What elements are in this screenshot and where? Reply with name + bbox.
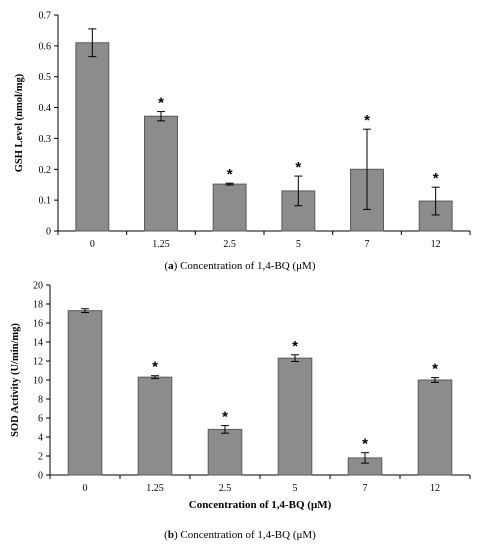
chart1-significance-star: * — [152, 359, 158, 376]
chart1-y-tick-label: 20 — [33, 281, 43, 292]
chart1-x-tick-label: 2.5 — [219, 483, 232, 494]
caption-a: (a) Concentration of 1,4-BQ (μM) — [164, 260, 316, 272]
chart1-x-tick-label: 5 — [293, 483, 298, 494]
chart0-x-tick-label: 1.25 — [152, 239, 170, 250]
chart1-bar — [207, 428, 243, 476]
chart1-bar — [277, 357, 313, 476]
chart1-bar — [137, 376, 173, 476]
chart1-y-tick-label: 0 — [38, 471, 43, 482]
chart0-y-tick-label: 0.6 — [39, 41, 52, 52]
caption-b: (b) Concentration of 1,4-BQ (μM) — [164, 529, 316, 541]
chart0-bar — [212, 183, 247, 232]
chart0-significance-star: * — [158, 95, 164, 112]
chart0-significance-star: * — [364, 112, 370, 129]
chart1-x-axis-label: Concentration of 1,4-BQ (μM) — [189, 499, 332, 511]
chart0-significance-star: * — [295, 159, 301, 176]
chart1-x-tick-label: 7 — [363, 483, 368, 494]
chart0-significance-star: * — [227, 166, 233, 183]
chart1-y-tick-label: 18 — [33, 300, 43, 311]
chart0-y-tick-label: 0.3 — [39, 134, 52, 145]
chart1-x-tick-label: 0 — [83, 483, 88, 494]
caption-b-text: Concentration of 1,4-BQ (μM) — [180, 529, 316, 541]
chart1-y-tick-label: 10 — [33, 376, 43, 387]
chart0-y-tick-label: 0.5 — [39, 72, 52, 83]
chart1-significance-star: * — [222, 409, 228, 426]
caption-a-text: Concentration of 1,4-BQ (μM) — [180, 260, 316, 272]
chart1-y-tick-label: 12 — [33, 357, 43, 368]
chart1-bar — [417, 379, 453, 476]
chart1-y-tick-label: 4 — [38, 433, 43, 444]
chart1-x-tick-label: 1.25 — [146, 483, 164, 494]
chart1-y-tick-label: 14 — [33, 338, 43, 349]
chart0-y-tick-label: 0.4 — [39, 103, 52, 114]
chart1-significance-star: * — [432, 361, 438, 378]
chart0-y-axis-label: GSH Level (nmol/mg) — [14, 73, 25, 172]
chart0-bar — [75, 42, 110, 232]
chart0-bar — [144, 115, 178, 232]
chart0-y-tick-label: 0 — [46, 227, 51, 238]
chart1-significance-star: * — [362, 436, 368, 453]
chart0-x-tick-label: 12 — [431, 239, 441, 250]
chart1-y-axis-label: SOD Activity (U/min/mg) — [10, 323, 21, 437]
chart0-x-tick-label: 7 — [365, 239, 370, 250]
chart0-y-tick-label: 0.1 — [39, 196, 52, 207]
chart0-significance-star: * — [433, 170, 439, 187]
chart1-y-tick-label: 8 — [38, 395, 43, 406]
chart0-x-tick-label: 5 — [296, 239, 301, 250]
chart1-y-tick-label: 2 — [38, 452, 43, 463]
chart0-x-tick-label: 0 — [90, 239, 95, 250]
chart1-x-tick-label: 12 — [430, 483, 440, 494]
chart0-y-tick-label: 0.7 — [39, 11, 52, 22]
chart0-y-tick-label: 0.2 — [39, 165, 52, 176]
caption-a-letter: a — [168, 260, 174, 272]
chart1-y-tick-label: 16 — [33, 319, 43, 330]
chart0-x-tick-label: 2.5 — [223, 239, 236, 250]
chart1-bar — [67, 310, 103, 476]
caption-b-letter: b — [167, 529, 174, 541]
chart1-y-tick-label: 6 — [38, 414, 43, 425]
chart1-significance-star: * — [292, 338, 298, 355]
